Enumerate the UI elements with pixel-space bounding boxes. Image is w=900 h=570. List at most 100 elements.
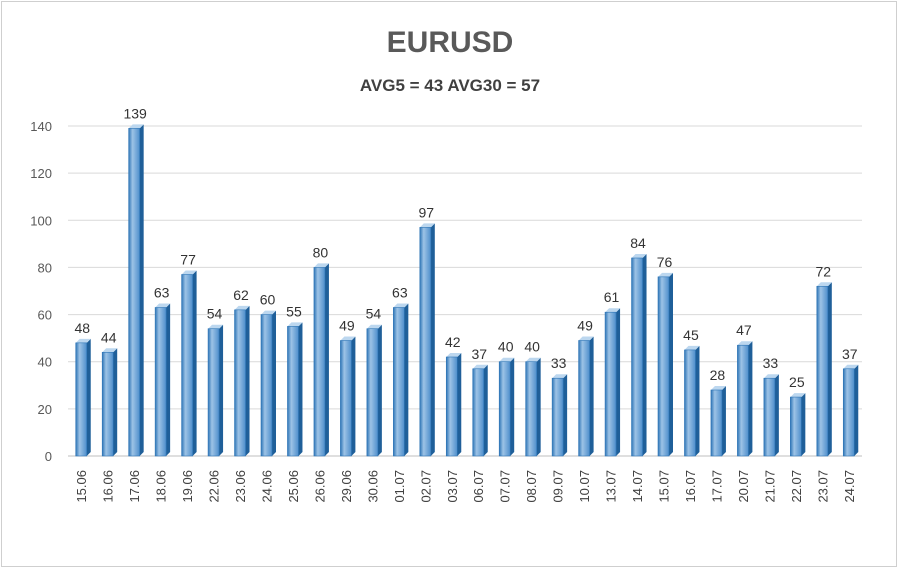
bar-top [393, 303, 409, 308]
bars [75, 124, 859, 457]
data-label: 37 [842, 346, 858, 362]
bar [101, 348, 118, 457]
bar-top [446, 353, 462, 357]
grid-lines [68, 125, 862, 457]
bar-top [710, 386, 726, 390]
bar [578, 336, 594, 457]
bar [710, 386, 726, 457]
bar-front [578, 340, 590, 457]
x-tick-label: 30.06 [365, 470, 380, 503]
bar [657, 272, 673, 457]
bar-top [261, 310, 276, 315]
x-tick-label: 16.06 [101, 470, 116, 503]
bar-side [801, 393, 806, 456]
bar-top [763, 374, 779, 379]
x-tick-label: 20.07 [736, 470, 751, 503]
bar [128, 124, 144, 457]
bar [445, 353, 462, 457]
data-label: 40 [524, 339, 540, 355]
bar [154, 303, 171, 457]
bar-front [181, 274, 193, 457]
bar-front [154, 307, 167, 457]
bar-side [139, 124, 144, 456]
data-label: 97 [419, 204, 435, 220]
data-label: 61 [604, 289, 620, 305]
bar-top [181, 270, 197, 275]
x-tick-label: 01.07 [392, 470, 407, 503]
x-tick-label: 02.07 [418, 470, 433, 503]
y-tick-label: 100 [30, 213, 52, 228]
bar [763, 374, 779, 457]
bar-side [219, 324, 224, 456]
data-label: 84 [630, 235, 646, 251]
bar [366, 324, 382, 457]
bar-top [631, 254, 647, 258]
bar-front [207, 328, 220, 457]
x-tick-label: 13.07 [604, 470, 619, 503]
bar [498, 357, 515, 457]
bar [604, 308, 621, 457]
x-tick-label: 24.06 [260, 470, 275, 503]
data-labels: 48 44 139 63 77 54 62 60 55 80 49 54 63 97 42 37 40 40 33 4… [74, 105, 857, 390]
bar-side [351, 336, 356, 456]
bar-top [684, 345, 700, 350]
bar-front [340, 340, 352, 457]
bar-side [86, 338, 91, 456]
bar-side [113, 348, 118, 456]
data-label: 55 [286, 303, 302, 319]
bar [684, 345, 700, 457]
bar-front [684, 349, 696, 457]
bar-top [605, 308, 621, 313]
x-tick-label: 10.07 [577, 470, 592, 503]
data-label: 44 [101, 329, 117, 345]
bar-side [616, 308, 621, 456]
bar-front [710, 389, 723, 457]
y-tick-label: 0 [45, 449, 52, 464]
bar-top [843, 364, 859, 369]
x-tick-label: 03.07 [445, 470, 460, 503]
bar [234, 305, 250, 457]
bar-top [75, 338, 91, 343]
bar [340, 336, 356, 457]
x-tick-label: 26.06 [312, 470, 327, 503]
data-label: 139 [123, 105, 147, 121]
bar-front [445, 356, 458, 457]
bar [75, 338, 91, 457]
bar-front [234, 309, 246, 457]
data-label: 63 [154, 285, 170, 301]
x-tick-label: 16.07 [683, 470, 698, 503]
bar-top [287, 322, 303, 327]
bar-side [774, 374, 779, 456]
bar [207, 324, 224, 457]
x-tick-label: 25.06 [286, 470, 301, 503]
data-label: 63 [392, 285, 408, 301]
bar-front [419, 227, 432, 457]
bar-top [128, 124, 144, 129]
bar [181, 270, 197, 457]
bar-top [208, 324, 224, 329]
bar-top [234, 305, 250, 310]
bar-front [525, 361, 537, 457]
data-label: 77 [180, 252, 196, 268]
x-tick-label: 19.06 [180, 470, 195, 503]
data-label: 62 [233, 287, 249, 303]
bar-side [536, 357, 541, 456]
bar-front [260, 314, 273, 457]
bar-side [669, 272, 673, 456]
x-tick-label: 18.06 [154, 470, 169, 503]
x-tick-label: 22.06 [207, 470, 222, 503]
bar [260, 310, 276, 457]
bar-side [272, 310, 276, 456]
bar-front [75, 342, 88, 457]
data-label: 28 [710, 367, 726, 383]
y-axis-ticks: 0 20 40 60 80 100 120 140 [30, 119, 52, 464]
bar-front [128, 128, 140, 457]
data-label: 54 [207, 306, 223, 322]
data-label: 33 [551, 355, 567, 371]
y-tick-label: 80 [38, 260, 52, 275]
data-label: 72 [816, 263, 832, 279]
bar-front [657, 276, 670, 457]
bar [287, 322, 303, 457]
bar-front [287, 326, 299, 457]
